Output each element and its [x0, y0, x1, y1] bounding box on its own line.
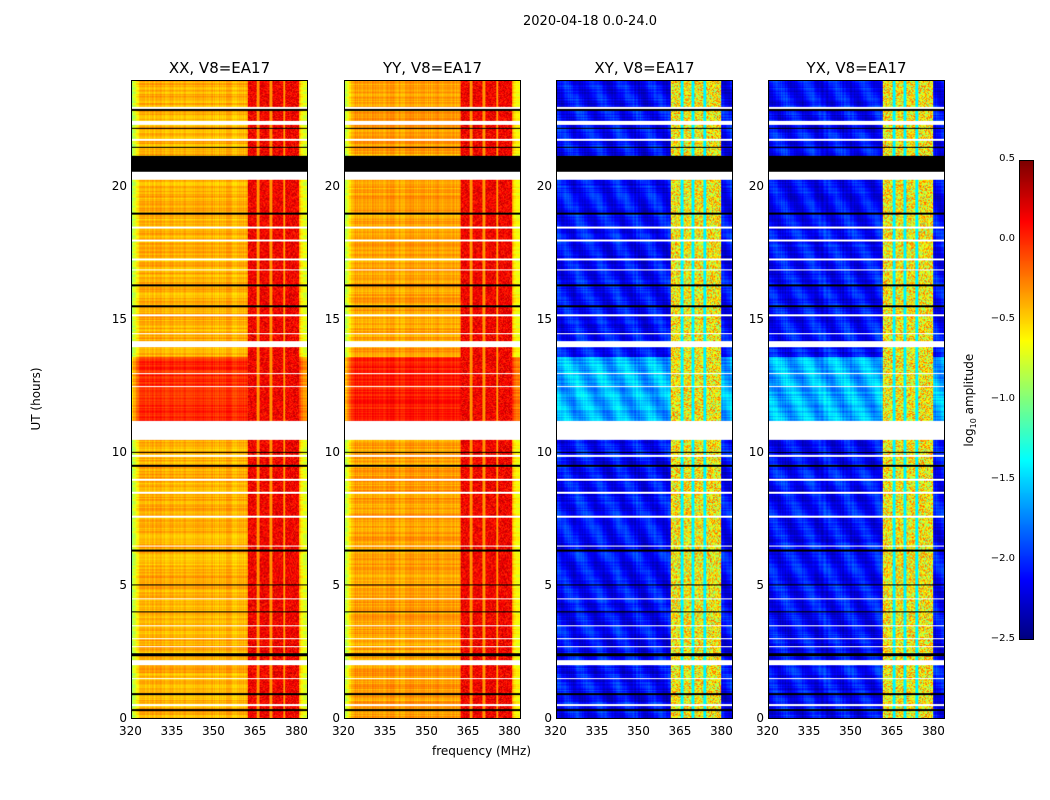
x-tick-label: 335 — [373, 724, 397, 738]
y-tick-label: 15 — [324, 311, 340, 326]
heatmap-panel-0 — [131, 80, 308, 719]
heatmap-cells — [769, 81, 944, 718]
x-tick-label: 335 — [160, 724, 184, 738]
x-tick-label: 350 — [626, 724, 650, 738]
y-tick-label: 5 — [544, 577, 552, 592]
y-tick-label: 15 — [111, 311, 127, 326]
x-tick-label: 365 — [243, 724, 267, 738]
y-tick-label: 20 — [536, 178, 552, 193]
x-tick-label: 350 — [838, 724, 862, 738]
heatmap-panel-3 — [768, 80, 945, 719]
x-tick-label: 320 — [119, 724, 142, 738]
colorbar-tick-label: −2.5 — [990, 633, 1015, 644]
heatmap-panel-2 — [556, 80, 733, 719]
x-tick-label: 365 — [880, 724, 904, 738]
y-tick-label: 10 — [111, 444, 127, 459]
colorbar-tick-label: −1.5 — [990, 473, 1015, 484]
heatmap-cells — [557, 81, 732, 718]
y-tick-label: 5 — [119, 577, 127, 592]
colorbar-tick-label: −1.0 — [990, 393, 1015, 404]
x-tick-label: 335 — [797, 724, 821, 738]
y-tick-label: 15 — [536, 311, 552, 326]
y-tick-label: 20 — [748, 178, 764, 193]
panel-title: XX, V8=EA17 — [168, 59, 271, 77]
x-tick-label: 380 — [709, 724, 733, 738]
x-tick-label: 320 — [332, 724, 355, 738]
x-axis-label: frequency (MHz) — [432, 744, 532, 758]
x-tick-label: 335 — [585, 724, 609, 738]
y-axis-label: UT (hours) — [29, 367, 43, 431]
y-tick-label: 0 — [544, 711, 552, 725]
y-tick-label: 20 — [324, 178, 340, 193]
y-tick-label: 10 — [324, 444, 340, 459]
colorbar-tick-label: −2.0 — [990, 553, 1015, 564]
x-tick-label: 365 — [456, 724, 480, 738]
heatmap-cells — [132, 81, 307, 718]
y-tick-label: 0 — [119, 711, 127, 725]
heatmap-panel-1 — [344, 80, 521, 719]
colorbar-tick-label: 0.0 — [999, 233, 1015, 244]
x-tick-label: 365 — [668, 724, 692, 738]
x-tick-label: 380 — [284, 724, 308, 738]
x-tick-label: 350 — [201, 724, 225, 738]
x-tick-label: 380 — [497, 724, 521, 738]
panel-title: XY, V8=EA17 — [594, 59, 695, 77]
x-tick-label: 320 — [756, 724, 779, 738]
panel-title: YY, V8=EA17 — [382, 59, 483, 77]
x-tick-label: 320 — [544, 724, 567, 738]
colorbar-tick-label: −0.5 — [990, 313, 1015, 324]
colorbar — [1019, 160, 1034, 640]
x-tick-label: 350 — [414, 724, 438, 738]
x-tick-label: 380 — [921, 724, 945, 738]
y-tick-label: 20 — [111, 178, 127, 193]
y-tick-label: 15 — [748, 311, 764, 326]
colorbar-tick-label: 0.5 — [999, 153, 1015, 164]
heatmap-cells — [345, 81, 520, 718]
figure-title: 2020-04-18 0.0-24.0 — [523, 14, 657, 29]
y-tick-label: 5 — [756, 577, 764, 592]
y-tick-label: 0 — [756, 711, 764, 725]
y-tick-label: 10 — [748, 444, 764, 459]
panel-title: YX, V8=EA17 — [806, 59, 907, 77]
colorbar-label: log10 amplitude — [961, 353, 979, 447]
y-tick-label: 5 — [332, 577, 340, 592]
y-tick-label: 0 — [332, 711, 340, 725]
y-tick-label: 10 — [536, 444, 552, 459]
